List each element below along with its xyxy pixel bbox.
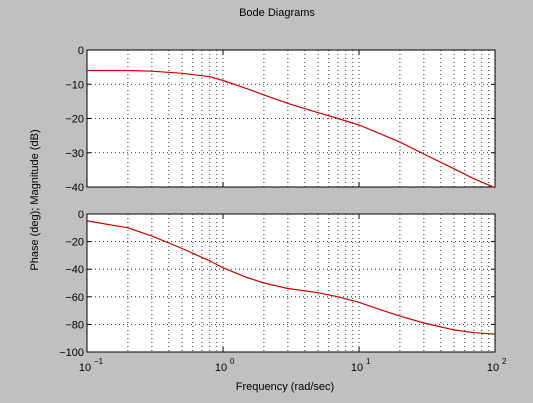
y-tick-label: 0 [78, 45, 84, 57]
magnitude-plot: 0 −10 −20 −30 −40 [65, 45, 496, 194]
figure-title: Bode Diagrams [239, 7, 315, 19]
y-tick-label: −40 [65, 264, 84, 276]
x-tick-exponent: 0 [230, 357, 235, 366]
y-tick-label: −20 [65, 114, 84, 126]
y-tick-label: −60 [65, 292, 84, 304]
magnitude-curve [87, 69, 496, 189]
x-tick-exponent: −1 [94, 357, 104, 366]
phase-curve [86, 220, 496, 335]
y-tick-label: −100 [59, 347, 84, 359]
y-tick-label: −20 [65, 237, 84, 249]
axes-frame [86, 213, 496, 353]
x-axis-label: Frequency (rad/sec) [236, 381, 334, 393]
x-tick-exponent: 2 [502, 357, 507, 366]
x-tick-label: 10 [79, 362, 91, 374]
y-tick-label: −40 [65, 182, 84, 194]
x-tick-label: 10 [215, 362, 227, 374]
x-tick-label: 10 [487, 362, 499, 374]
axes-frame [86, 49, 496, 188]
x-tick-label: 10 [351, 362, 363, 374]
y-axis-label: Phase (deg); Magnitude (dB) [29, 129, 41, 270]
y-tick-label: −30 [65, 148, 84, 160]
y-tick-label: −80 [65, 319, 84, 331]
y-tick-label: −10 [65, 79, 84, 91]
y-tick-label: 0 [78, 209, 84, 221]
x-tick-exponent: 1 [366, 357, 371, 366]
